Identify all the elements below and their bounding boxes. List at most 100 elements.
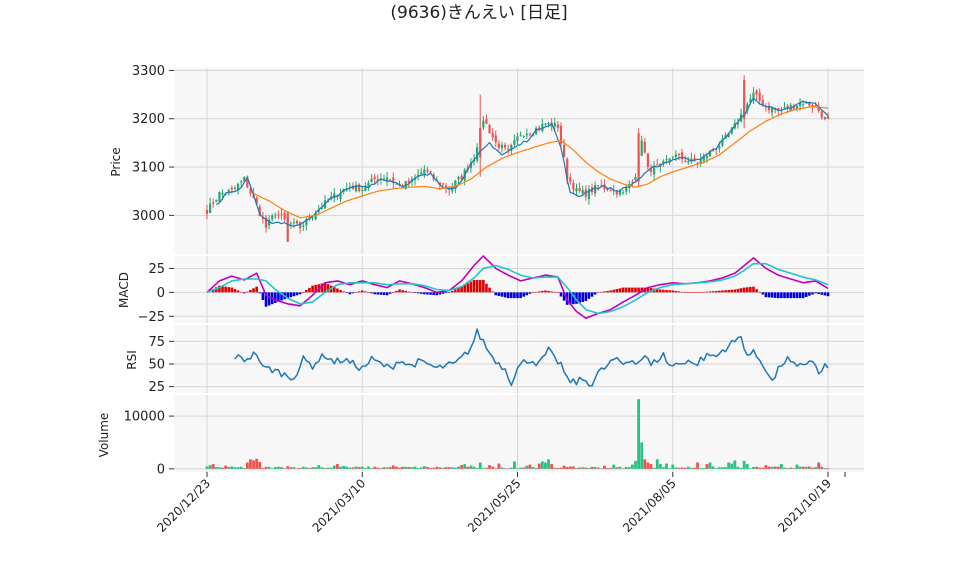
volume-bar-up [668, 468, 672, 469]
candle-down [600, 185, 603, 187]
volume-bar-up [727, 462, 731, 469]
candle-up [621, 192, 625, 194]
macd-hist-bar-positive [600, 291, 603, 293]
candle-down [295, 220, 299, 224]
candle-down [792, 105, 795, 109]
macd-hist-bar-positive [326, 284, 330, 293]
volume-bar-down [438, 467, 442, 469]
volume-bar-down [373, 466, 377, 469]
candle-down [656, 164, 659, 166]
macd-hist-bar-positive [606, 290, 609, 293]
x-tick-label: 2020/12/23 [154, 476, 213, 535]
volume-bar-down [283, 468, 287, 469]
candle-down [426, 169, 429, 172]
volume-bar-up [509, 467, 513, 469]
candle-up [227, 190, 230, 193]
macd-hist-bar-positive [475, 279, 479, 293]
macd-hist-bar-positive [733, 289, 737, 293]
macd-hist-bar-positive [690, 292, 693, 293]
candle-down [566, 159, 569, 180]
candle-long [743, 80, 746, 119]
candle-down [407, 180, 410, 184]
rsi-y-tick-label: 50 [148, 357, 165, 372]
macd-hist-bar-negative [761, 292, 765, 295]
volume-bar-up [292, 467, 296, 469]
candle-up [795, 105, 799, 110]
macd-y-tick-label: 25 [148, 262, 165, 277]
macd-hist-bar-positive [615, 289, 619, 293]
volume-bar-down [826, 468, 830, 469]
candle-up [708, 151, 712, 157]
volume-bar-down [407, 467, 411, 469]
macd-hist-bar-negative [513, 292, 516, 299]
macd-hist-bar-negative [817, 292, 820, 295]
macd-hist-bar-negative [798, 292, 802, 299]
volume-bar-up [441, 467, 445, 469]
volume-bar-up [475, 468, 479, 469]
macd-hist-bar-positive [671, 290, 675, 293]
macd-hist-bar-negative [780, 292, 783, 299]
volume-bar-up [711, 466, 715, 469]
macd-hist-bar-negative [572, 292, 575, 305]
volume-bar-up [500, 467, 504, 469]
macd-hist-bar-positive [218, 285, 221, 293]
candle-up [531, 134, 535, 137]
candle-up [215, 199, 218, 202]
macd-hist-bar-negative [575, 292, 578, 304]
macd-hist-bar-positive [612, 289, 616, 293]
candle-up [348, 186, 351, 188]
volume-bar-up [512, 461, 516, 469]
grid-lines [174, 68, 864, 472]
ma-long-line [253, 105, 829, 219]
ma-short-line [216, 97, 829, 227]
macd-hist-bar-negative [789, 292, 793, 299]
candle-up [342, 189, 345, 193]
candle-down [441, 183, 445, 185]
price-y-tick-label: 3300 [132, 64, 165, 79]
candle-down [758, 92, 761, 101]
volume-bar-up [332, 465, 336, 469]
volume-bar-up [689, 467, 693, 469]
macd-hist-bar-negative [562, 292, 566, 301]
macd-hist-bar-negative [770, 292, 774, 298]
macd-hist-bar-positive [640, 287, 643, 293]
volume-bar-up [804, 466, 808, 469]
volume-bar-up [385, 467, 389, 469]
candle-up [802, 103, 805, 105]
macd-axis-label: MACD [117, 272, 131, 308]
volume-bar-up [323, 467, 327, 469]
macd-hist-bar-positive [227, 287, 231, 293]
volume-bar-up [730, 463, 734, 469]
candle-up [668, 158, 671, 162]
volume-bar-down [696, 462, 699, 469]
macd-hist-bar-positive [680, 291, 684, 293]
volume-bar-up [714, 468, 718, 469]
volume-bar-up [652, 467, 656, 469]
volume-bar-up [624, 466, 628, 469]
macd-hist-bar-positive [693, 292, 696, 293]
candle-down [205, 210, 209, 214]
candle-down [491, 132, 494, 138]
volume-bar-up [236, 467, 240, 469]
candle-down [826, 116, 830, 119]
candle-up [305, 219, 308, 226]
macd-hist-bar-negative [382, 292, 386, 296]
macd-hist-bar-negative [804, 292, 808, 297]
price-y-tick-label: 3200 [132, 112, 165, 127]
candle-down [494, 135, 497, 143]
macd-hist-bar-positive [556, 292, 560, 293]
macd-hist-bar-positive [392, 292, 395, 293]
candle-up [311, 217, 314, 219]
macd-hist-bar-positive [727, 289, 730, 293]
candle-up [674, 154, 677, 158]
volume-y-tick-label: 10000 [124, 410, 165, 425]
candle-down [767, 105, 771, 111]
macd-hist-bar-positive [478, 279, 482, 293]
volume-bar-up [329, 467, 333, 469]
candle-up [268, 219, 271, 226]
price-y-tick-label: 3000 [132, 209, 165, 224]
macd-hist-bar-positive [547, 290, 550, 293]
candle-up [345, 188, 348, 190]
volume-bar-up [267, 466, 271, 469]
macd-hist-bar-positive [305, 289, 308, 293]
